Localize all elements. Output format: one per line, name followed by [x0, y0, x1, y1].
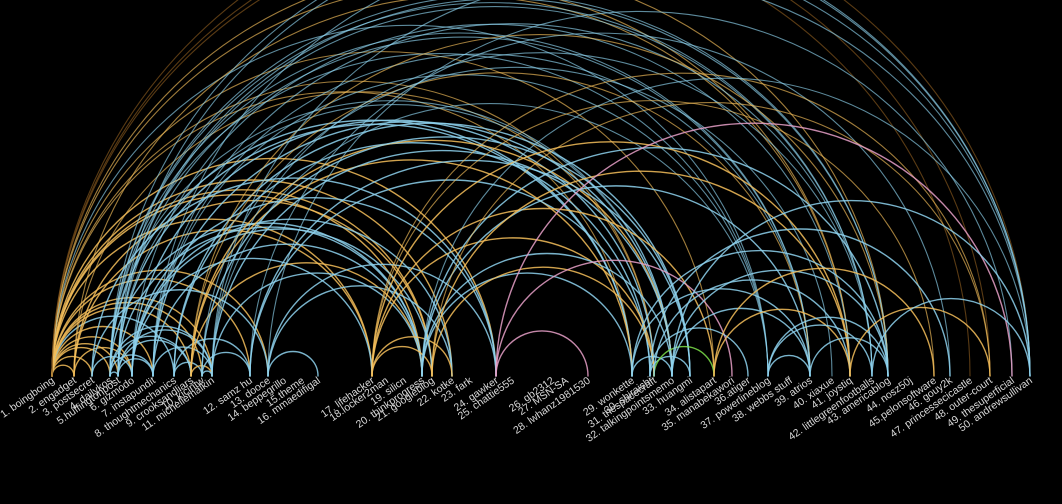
arc-2-6: [73, 346, 133, 377]
arc-5-43: [117, 0, 889, 377]
arc-13-16: [267, 350, 319, 377]
arc-17-22: [371, 336, 453, 377]
arc-8-12: [173, 338, 251, 377]
arc-7-39: [152, 53, 811, 377]
arc-30-36: [649, 327, 749, 377]
arc-7-32: [152, 121, 673, 377]
arc-30-33: [649, 355, 691, 377]
arc-1-7: [51, 325, 154, 377]
arc-1-21: [51, 189, 433, 377]
arc-1-41: [51, 0, 851, 377]
arc-7-42: [152, 23, 873, 377]
arc-4-37: [109, 53, 769, 377]
arc-20-32: [421, 252, 673, 377]
arc-1-29: [51, 91, 633, 377]
arc-13-49: [267, 10, 1013, 377]
arc-1-37: [51, 24, 769, 377]
arc-29-43: [631, 249, 889, 377]
arc-9-43: [190, 34, 889, 377]
arc-24-35: [495, 259, 733, 377]
arc-32-39: [671, 307, 811, 377]
arc-9-32: [190, 139, 673, 377]
arc-3-6: [91, 355, 133, 377]
arc-5-42: [117, 5, 873, 377]
arc-41-48: [849, 306, 991, 377]
arc-6-17: [131, 257, 373, 377]
arc-17-45: [371, 100, 935, 377]
arc-links: [51, 0, 1031, 377]
arc-5-7: [117, 358, 154, 377]
arc-32-50: [671, 199, 1031, 377]
arc-34-41: [713, 308, 851, 377]
arc-7-20: [152, 243, 423, 377]
arc-24-28: [495, 330, 589, 377]
arc-8-10: [173, 361, 203, 377]
arc-20-43: [421, 146, 889, 377]
arc-11-20: [211, 272, 423, 377]
arc-42-50: [871, 297, 1031, 377]
arc-29-39: [631, 288, 811, 377]
arc-5-11: [117, 329, 213, 377]
arc-6-24: [131, 197, 497, 377]
arc-1-8: [51, 315, 175, 377]
arc-1-6: [51, 336, 133, 377]
arc-1-31: [51, 80, 655, 377]
arc-5-50: [117, 0, 1031, 377]
arc-12-46: [249, 32, 951, 377]
arc-17-48: [371, 72, 991, 377]
arc-9-20: [190, 262, 423, 377]
arc-5-32: [117, 104, 673, 377]
arc-3-24: [91, 177, 497, 377]
arc-12-30: [249, 179, 651, 377]
arc-37-42: [767, 324, 873, 377]
arc-20-29: [421, 272, 633, 377]
arc-20-50: [421, 77, 1031, 377]
arc-8-33: [173, 122, 691, 377]
arc-31-34: [653, 345, 715, 377]
arc-13-22: [267, 285, 453, 377]
arc-24-49: [495, 122, 1013, 377]
arc-1-43: [51, 0, 889, 377]
arc-34-45: [713, 267, 935, 377]
arc-3-13: [91, 289, 269, 377]
arc-9-29: [190, 159, 633, 377]
arc-9-39: [190, 72, 811, 377]
arc-7-50: [152, 0, 1031, 377]
arc-2-31: [73, 91, 655, 377]
arc-2-17: [73, 229, 373, 377]
arc-13-24: [267, 263, 497, 377]
arc-1-50: [51, 0, 1031, 377]
arc-10-12: [201, 351, 251, 377]
arc-1-47: [51, 0, 971, 377]
arc-11-50: [211, 0, 1031, 377]
arc-37-39: [767, 354, 811, 377]
arc-1-17: [51, 218, 373, 377]
arc-1-24: [51, 157, 497, 377]
arc-11-32: [211, 149, 673, 377]
arc-1-48: [51, 0, 991, 377]
arc-37-43: [767, 316, 889, 377]
arc-7-11: [152, 346, 213, 377]
arc-20-39: [421, 185, 811, 377]
arc-10-33: [201, 136, 691, 377]
arc-2-41: [73, 0, 851, 377]
arc-12-33: [249, 159, 691, 377]
arc-6-21: [131, 228, 433, 377]
arc-11-42: [211, 52, 873, 377]
arc-17-31: [371, 237, 655, 377]
arc-11-37: [211, 103, 769, 377]
arc-39-43: [809, 337, 889, 377]
arc-1-22: [51, 179, 453, 377]
arc-32-43: [671, 269, 889, 377]
arc-21-48: [431, 102, 991, 377]
arc-17-21: [371, 345, 433, 377]
arc-8-30: [173, 142, 651, 377]
arc-5-39: [117, 36, 811, 377]
arc-31-41: [653, 279, 851, 377]
arc-1-34: [51, 51, 715, 377]
arc-1-9: [51, 307, 192, 377]
